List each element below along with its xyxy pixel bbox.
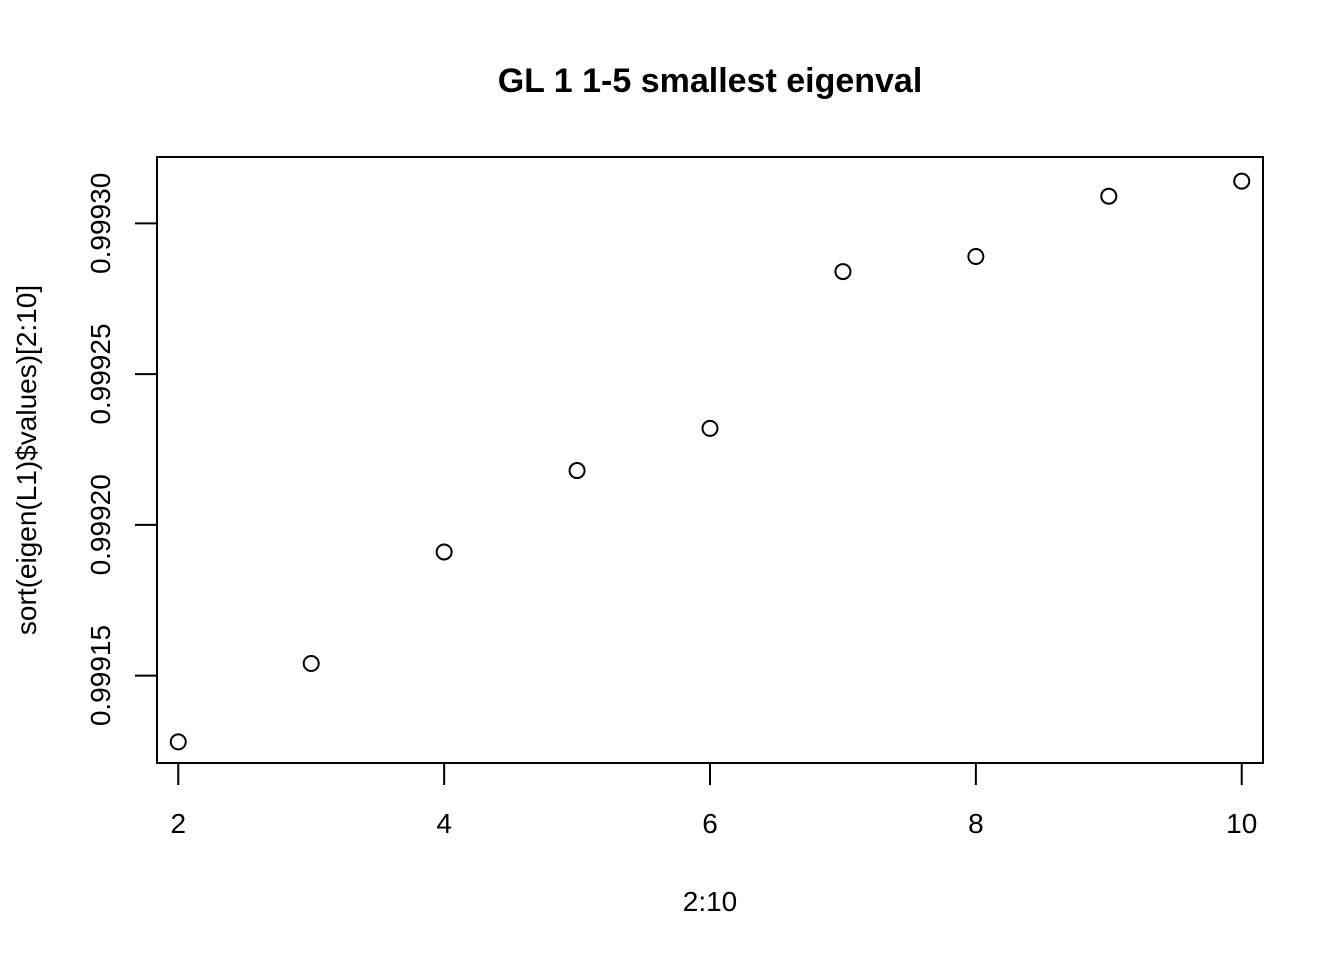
x-tick-label: 10 xyxy=(1226,808,1257,839)
y-tick-label: 0.99915 xyxy=(85,625,116,726)
y-tick-label: 0.99925 xyxy=(85,323,116,424)
data-point xyxy=(568,462,586,480)
data-point xyxy=(967,247,985,265)
y-tick-label: 0.99930 xyxy=(85,173,116,274)
x-tick-label: 2 xyxy=(170,808,186,839)
x-axis: 2 4 6 8 10 xyxy=(170,762,1257,839)
data-point xyxy=(169,733,187,751)
data-point xyxy=(435,543,453,561)
plot-frame xyxy=(156,156,1264,764)
y-tick-label: 0.99920 xyxy=(85,474,116,575)
chart-title: GL 1 1-5 smallest eigenval xyxy=(498,62,923,100)
data-point xyxy=(834,263,852,281)
x-tick-label: 8 xyxy=(968,808,984,839)
data-point xyxy=(1100,187,1118,205)
y-axis: 0.99915 0.99920 0.99925 0.99930 xyxy=(85,173,158,726)
data-point xyxy=(302,655,320,673)
x-tick-label: 4 xyxy=(436,808,452,839)
data-point xyxy=(1233,172,1251,190)
data-point xyxy=(701,419,719,437)
x-tick-label: 6 xyxy=(702,808,718,839)
x-axis-label: 2:10 xyxy=(683,886,738,917)
y-axis-label: sort(eigen(L1)$values)[2:10] xyxy=(11,285,42,635)
data-points xyxy=(169,172,1251,751)
